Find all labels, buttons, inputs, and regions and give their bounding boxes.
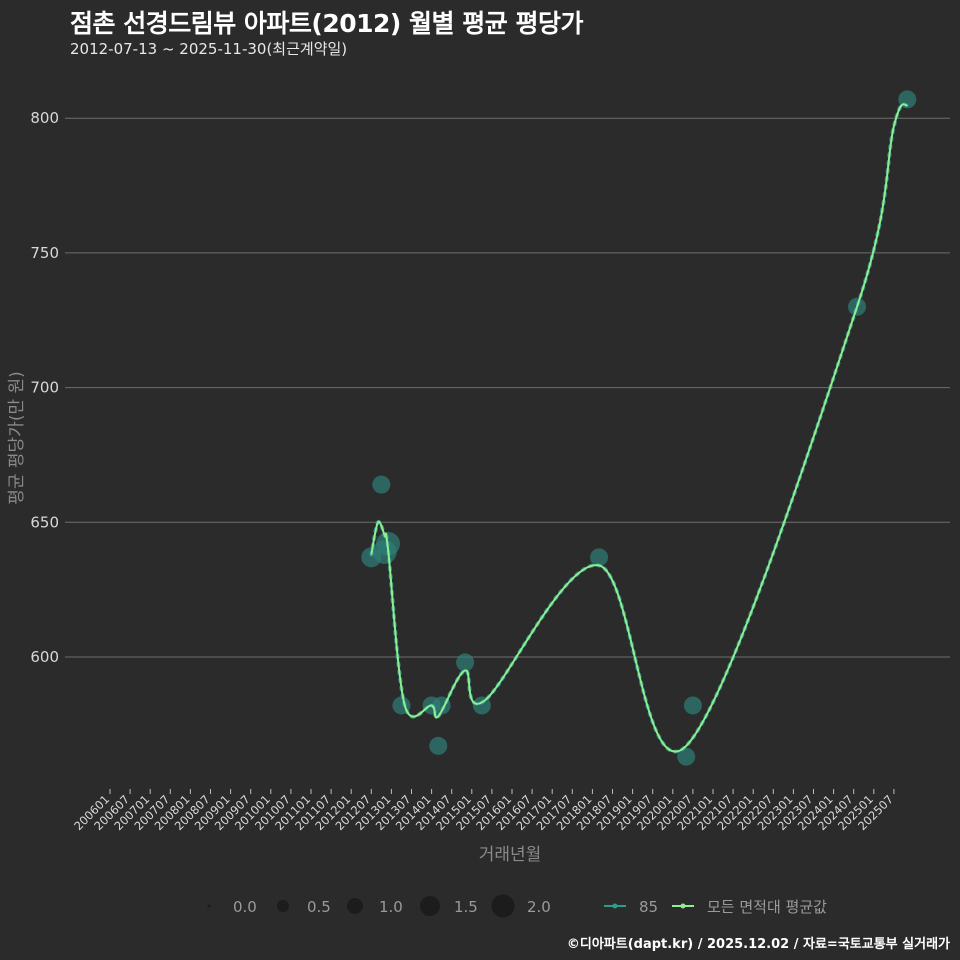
data-point-85[interactable]: [683, 696, 702, 715]
data-point-85[interactable]: [590, 548, 609, 567]
legend-dot-key: [612, 903, 618, 909]
y-axis-title: 평균 평당가(만 원): [7, 371, 27, 505]
y-tick-label: 700: [30, 379, 59, 397]
average-line: [370, 103, 909, 753]
series-85-line: [369, 102, 910, 754]
chart-title: 점촌 선경드림뷰 아파트(2012) 월별 평균 평당가: [70, 9, 583, 38]
x-axis-title: 거래년월: [479, 845, 542, 865]
y-tick-label: 800: [30, 109, 59, 127]
legend-size-key: [207, 904, 211, 908]
legend-size-key: [420, 896, 440, 916]
data-point-85[interactable]: [677, 747, 696, 766]
y-tick-label: 750: [30, 244, 59, 262]
legend-size-label: 2.0: [527, 898, 551, 916]
footer-credit: ©디아파트(dapt.kr) / 2025.12.02 / 자료=국토교통부 실…: [566, 937, 950, 952]
data-point-85[interactable]: [456, 653, 475, 672]
y-tick-label: 650: [30, 513, 59, 531]
legend-size-label: 0.5: [307, 898, 331, 916]
chart-subtitle: 2012-07-13 ~ 2025-11-30(최근계약일): [70, 40, 348, 58]
y-tick-label: 600: [30, 648, 59, 666]
data-point-85[interactable]: [429, 736, 448, 755]
legend-dot-key: [680, 903, 686, 909]
legend-size-label: 0.0: [233, 898, 257, 916]
legend-size-label: 1.0: [379, 898, 403, 916]
legend-size-label: 1.5: [454, 898, 478, 916]
legend-size-key: [347, 898, 363, 914]
legend-size-key: [277, 900, 289, 912]
legend-series-label: 모든 면적대 평균값: [707, 898, 827, 916]
legend-series-label: 85: [639, 898, 658, 916]
data-point-85[interactable]: [472, 696, 491, 715]
legend-size-key: [491, 894, 515, 918]
data-point-85[interactable]: [372, 475, 391, 494]
